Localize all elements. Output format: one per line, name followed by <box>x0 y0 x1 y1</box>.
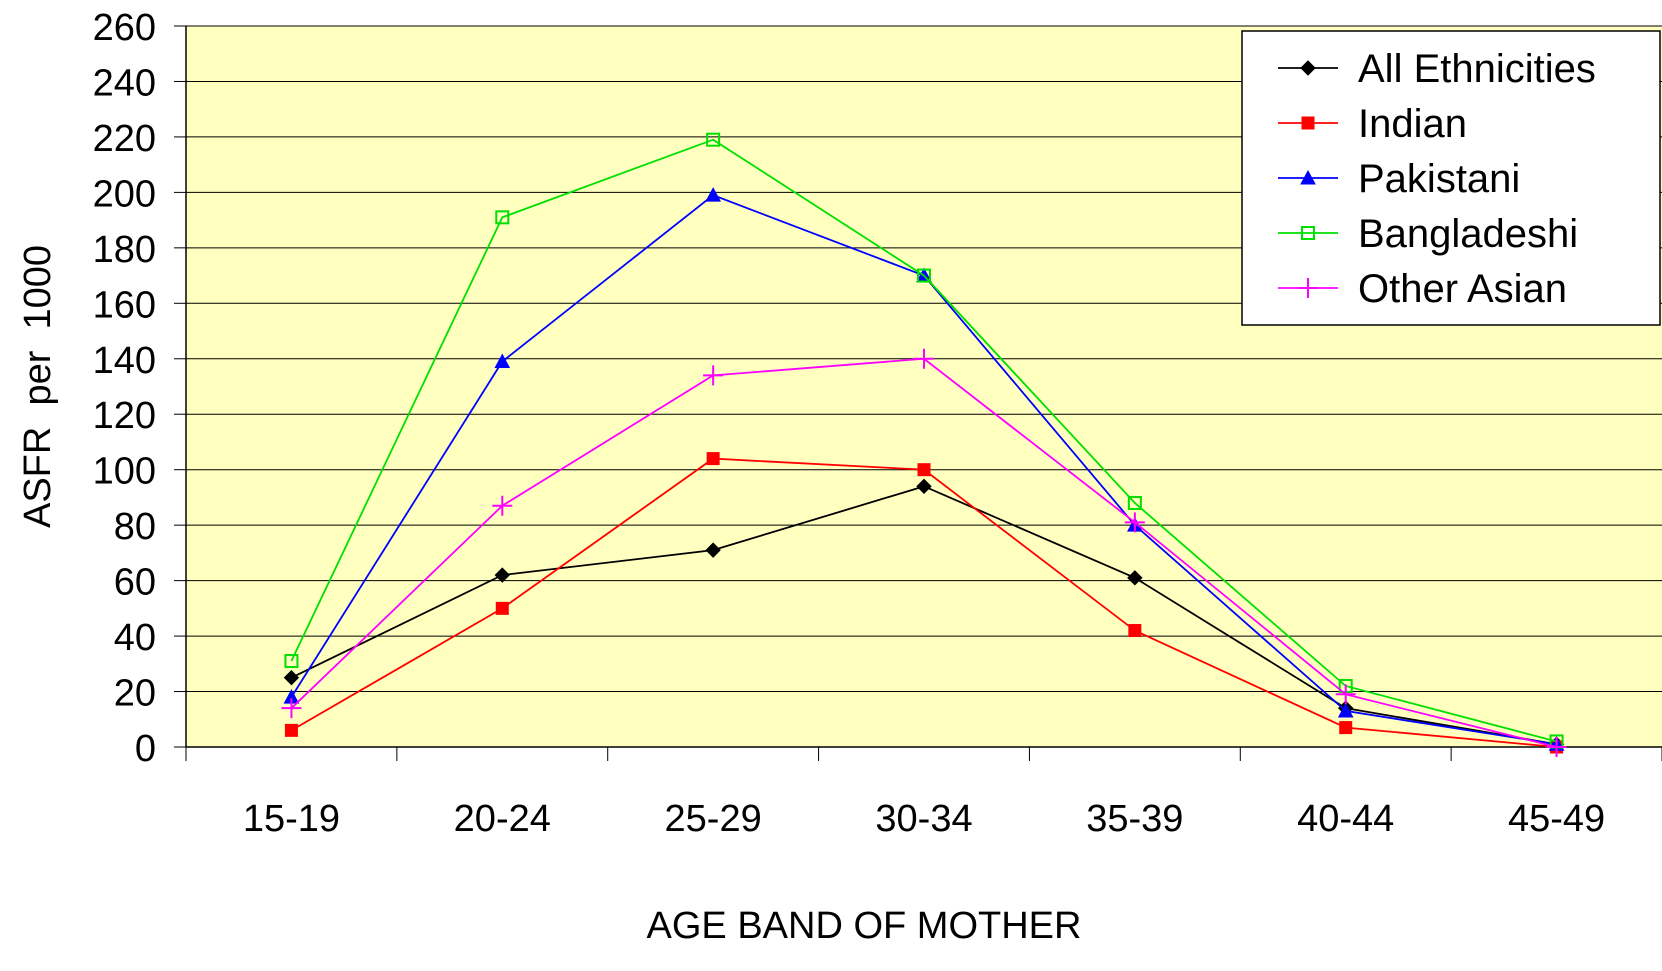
legend-label: Indian <box>1358 102 1467 146</box>
data-point <box>917 268 931 283</box>
axes: 0 20 40 60 80 100 120 140 160 180 200 220 240 260 15-1… <box>93 7 1662 840</box>
y-tick-label: 120 <box>93 395 156 437</box>
y-tick-label: 0 <box>135 728 156 770</box>
y-tick-label: 100 <box>93 451 156 493</box>
data-point <box>1335 684 1356 705</box>
data-point <box>1546 737 1567 757</box>
data-point <box>705 187 721 202</box>
y-tick-label: 260 <box>93 7 156 49</box>
y-tick-label: 80 <box>114 506 156 548</box>
legend-marker <box>1300 169 1316 185</box>
x-tick-label: 35-39 <box>1086 798 1183 840</box>
data-point <box>706 452 720 466</box>
legend-label: Bangladeshi <box>1358 212 1578 256</box>
data-point <box>281 698 302 719</box>
data-point <box>494 353 511 369</box>
x-tick-label: 15-19 <box>243 798 340 840</box>
y-axis-label: ASFR per 1000 <box>17 245 59 528</box>
y-tick-label: 180 <box>93 229 156 271</box>
y-tick-label: 20 <box>114 673 156 715</box>
data-point <box>1127 570 1143 586</box>
legend-label: Other Asian <box>1358 267 1567 311</box>
y-tick-label: 160 <box>93 284 156 326</box>
data-point <box>283 669 300 686</box>
series <box>281 132 1567 757</box>
legend-label: All Ethnicities <box>1358 47 1596 91</box>
x-tick-label: 25-29 <box>665 798 762 840</box>
data-point <box>284 723 298 737</box>
x-tick-label: 45-49 <box>1508 798 1605 840</box>
series-other-asian <box>281 348 1567 757</box>
x-tick-label: 20-24 <box>454 798 551 840</box>
legend-item: Indian <box>1278 102 1467 146</box>
data-point <box>284 654 299 669</box>
y-tick-label: 220 <box>93 118 156 160</box>
legend-item: Bangladeshi <box>1278 212 1578 256</box>
data-point <box>1339 721 1353 735</box>
x-tick-label: 40-44 <box>1297 798 1394 840</box>
legend-label: Pakistani <box>1358 157 1520 201</box>
x-axis-label: AGE BAND OF MOTHER <box>647 905 1082 947</box>
data-point <box>917 463 931 477</box>
data-point <box>914 348 934 369</box>
data-point <box>1124 512 1145 533</box>
legend-marker <box>1301 116 1315 130</box>
data-point <box>916 478 932 495</box>
y-tick-label: 200 <box>93 173 156 215</box>
legend: All Ethnicities Indian Pakistani Bangladesh… <box>1241 30 1661 326</box>
y-tick-label: 240 <box>93 62 156 104</box>
x-tick-label: 30-34 <box>875 798 972 840</box>
data-point <box>1127 495 1142 510</box>
data-point <box>706 132 721 147</box>
data-point <box>494 567 510 583</box>
legend-item: Pakistani <box>1278 157 1520 201</box>
legend-marker <box>1298 278 1318 298</box>
legend-item: Other Asian <box>1278 267 1567 311</box>
legend-marker <box>1300 60 1316 76</box>
legend-marker <box>1301 226 1315 240</box>
data-point <box>495 601 509 615</box>
y-tick-label: 40 <box>114 617 156 659</box>
data-point <box>1128 624 1142 638</box>
data-point <box>1337 702 1354 718</box>
data-point <box>492 495 513 516</box>
y-tick-label: 60 <box>114 562 156 604</box>
legend-item: All Ethnicities <box>1278 47 1596 91</box>
data-point <box>703 365 724 386</box>
y-tick-label: 140 <box>93 340 156 382</box>
data-point <box>495 210 510 225</box>
data-point <box>705 542 721 558</box>
